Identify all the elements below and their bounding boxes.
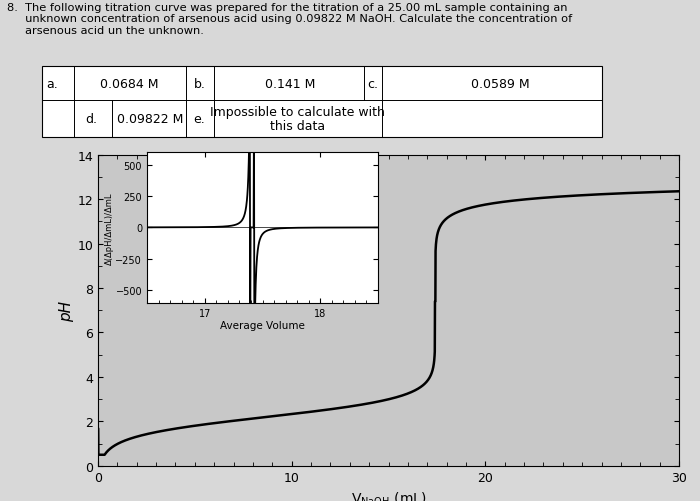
X-axis label: V$_\mathrm{NaOH}$ (mL): V$_\mathrm{NaOH}$ (mL) <box>351 489 426 501</box>
Text: 0.09822 M: 0.09822 M <box>118 113 183 126</box>
Text: a.: a. <box>47 78 58 91</box>
Text: 0.0589 M: 0.0589 M <box>471 78 530 91</box>
Text: Impossible to calculate with: Impossible to calculate with <box>210 106 385 119</box>
Text: b.: b. <box>194 78 205 91</box>
Text: this data: this data <box>270 120 325 133</box>
Text: e.: e. <box>194 113 205 126</box>
Text: 8.  The following titration curve was prepared for the titration of a 25.00 mL s: 8. The following titration curve was pre… <box>7 3 573 36</box>
X-axis label: Average Volume: Average Volume <box>220 321 305 331</box>
Y-axis label: pH: pH <box>60 300 74 321</box>
Text: 0.141 M: 0.141 M <box>265 78 316 91</box>
Y-axis label: Δ(ΔpH/ΔmL)/ΔmL: Δ(ΔpH/ΔmL)/ΔmL <box>105 192 114 264</box>
Text: d.: d. <box>85 113 97 126</box>
Text: c.: c. <box>368 78 379 91</box>
Text: 0.0684 M: 0.0684 M <box>100 78 159 91</box>
